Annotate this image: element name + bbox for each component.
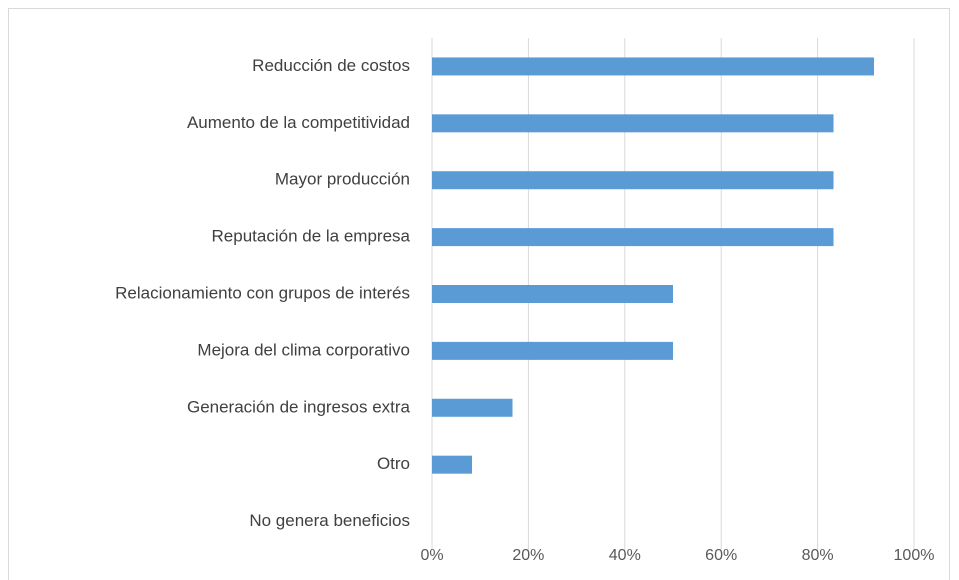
bar [432, 171, 834, 190]
bar [432, 228, 834, 247]
y-tick-label: Aumento de la competitividad [187, 113, 410, 132]
y-tick-label: No genera beneficios [249, 511, 410, 530]
bar [432, 398, 513, 417]
bar [432, 114, 834, 133]
y-tick-label: Otro [377, 454, 410, 473]
x-tick-label: 60% [705, 547, 737, 564]
x-tick-label: 80% [802, 547, 834, 564]
y-tick-label: Relacionamiento con grupos de interés [115, 283, 410, 302]
chart-border [8, 8, 950, 580]
bar [432, 455, 473, 474]
x-tick-label: 0% [420, 547, 443, 564]
x-tick-label: 40% [609, 547, 641, 564]
y-tick-label: Generación de ingresos extra [187, 397, 411, 416]
y-tick-label: Mayor producción [275, 170, 410, 189]
bar [432, 57, 874, 76]
bar [432, 285, 673, 303]
y-tick-label: Mejora del clima corporativo [197, 340, 410, 359]
y-tick-label: Reputación de la empresa [212, 227, 411, 246]
y-tick-label: Reducción de costos [252, 56, 410, 75]
x-tick-label: 20% [512, 547, 544, 564]
x-tick-label: 100% [894, 547, 935, 564]
bar [432, 341, 673, 360]
